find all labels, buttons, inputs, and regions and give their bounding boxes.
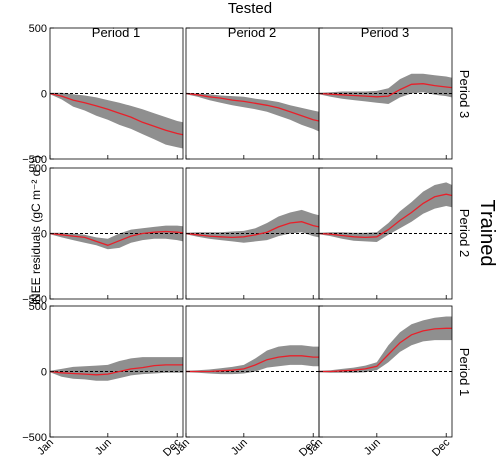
y-tick-label: 0 <box>41 89 47 101</box>
column-title-1: Period 1 <box>92 25 140 40</box>
y-tick-label: 500 <box>29 23 47 35</box>
y-tick-label: 0 <box>41 229 47 241</box>
mean-line <box>318 193 453 239</box>
spread-band <box>319 182 452 242</box>
spread-band <box>50 92 183 149</box>
top-title: Tested <box>228 0 272 17</box>
y-tick-label: −500 <box>22 294 47 306</box>
panel-1-1: 500 0 −500 <box>22 23 184 166</box>
row-title-3: Period 1 <box>457 348 472 396</box>
x-tick-label: Jun <box>93 437 114 458</box>
x-tick-label: Jun <box>362 437 383 458</box>
x-tick-label: Dec <box>430 436 453 459</box>
spread-band <box>319 316 452 373</box>
panel-1-2 <box>185 27 320 160</box>
panel-2-2 <box>185 167 320 300</box>
row-title-2: Period 2 <box>457 209 472 257</box>
y-tick-label: −500 <box>22 154 47 166</box>
spread-band <box>186 345 319 375</box>
y-tick-label: −500 <box>22 432 47 444</box>
spread-band <box>50 357 183 381</box>
row-title-1: Period 3 <box>457 70 472 118</box>
mean-line <box>319 327 452 373</box>
y-tick-label: 0 <box>41 367 47 379</box>
mean-line <box>49 92 184 136</box>
panel-2-3 <box>318 167 453 300</box>
spread-band <box>186 92 319 132</box>
side-title: Trained <box>476 199 498 266</box>
y-tick-label: 500 <box>29 163 47 175</box>
mean-line <box>185 92 320 122</box>
mean-line <box>49 230 184 246</box>
y-axis-label: iNEE residuals (gC m⁻² d⁻¹) <box>29 155 43 304</box>
spread-band <box>50 225 183 250</box>
mean-line <box>49 364 183 376</box>
mean-line <box>185 221 320 239</box>
y-tick-label: 500 <box>29 301 47 313</box>
mean-line <box>318 83 453 98</box>
panel-1-3 <box>318 27 453 160</box>
spread-band <box>186 209 319 243</box>
x-tick-label: Jun <box>229 437 250 458</box>
mean-line <box>186 355 319 373</box>
column-title-3: Period 3 <box>361 25 409 40</box>
spread-band <box>319 73 452 104</box>
panel-2-1: 500 0 −500 <box>22 163 184 306</box>
panel-3-2: Jan Jun Dec <box>171 305 320 459</box>
column-title-2: Period 2 <box>228 25 276 40</box>
panel-3-3: Jan Jun Dec <box>304 305 453 459</box>
